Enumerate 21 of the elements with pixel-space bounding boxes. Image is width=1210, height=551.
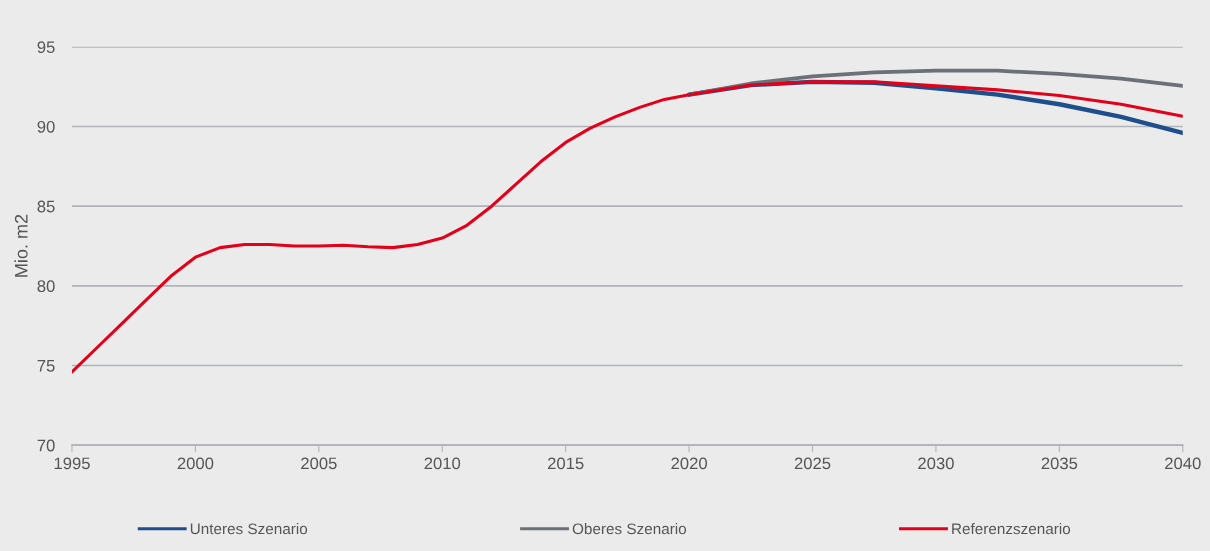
x-tick-label: 2005 (301, 457, 337, 470)
y-tick-label: 70 (37, 439, 55, 452)
x-tick-label: 2035 (1041, 457, 1078, 470)
legend-label: Oberes Szenario (572, 523, 687, 535)
x-tick-label: 2025 (794, 457, 831, 470)
y-tick-label: 85 (37, 200, 55, 213)
x-tick-label: 2015 (547, 457, 584, 470)
y-tick-label: 95 (37, 41, 55, 54)
legend-label: Unteres Szenario (190, 523, 308, 535)
y-tick-label: 90 (37, 120, 55, 133)
y-tick-label: 75 (37, 360, 55, 372)
legend-label: Referenzszenario (952, 523, 1071, 535)
x-tick-label: 2010 (424, 457, 461, 470)
line-series (71, 80, 1183, 374)
x-tick-label: 2020 (671, 457, 707, 470)
x-tick-label: 2030 (918, 457, 954, 470)
y-tick-label: 80 (37, 280, 55, 293)
y-axis-title: Mio. m2 (14, 214, 28, 277)
x-tick-label: 2000 (177, 457, 214, 470)
x-tick-label: 1995 (54, 457, 90, 470)
x-tick-label: 2040 (1165, 457, 1201, 470)
